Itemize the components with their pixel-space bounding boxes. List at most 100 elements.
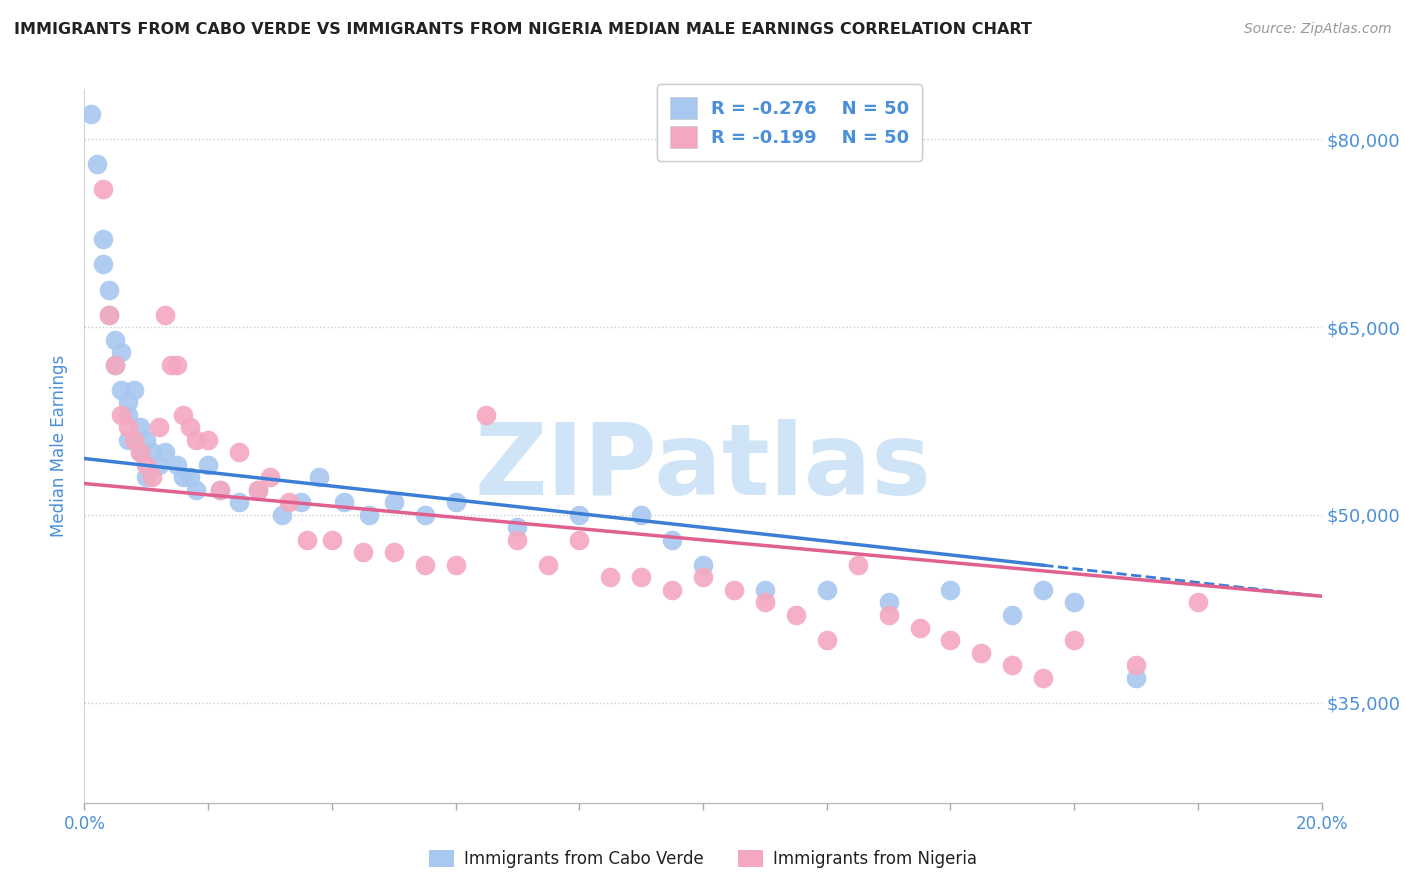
Point xyxy=(110,345,132,359)
Point xyxy=(1032,582,1054,597)
Point xyxy=(1001,658,1024,673)
Point xyxy=(1001,607,1024,622)
Point xyxy=(228,495,250,509)
Point xyxy=(333,495,356,509)
Point xyxy=(160,358,183,372)
Point xyxy=(166,358,188,372)
Point xyxy=(295,533,318,547)
Point xyxy=(413,558,436,572)
Point xyxy=(877,595,900,609)
Point xyxy=(357,508,380,522)
Point xyxy=(506,520,529,534)
Point xyxy=(246,483,269,497)
Point xyxy=(568,533,591,547)
Point xyxy=(475,408,498,422)
Point xyxy=(1032,671,1054,685)
Point xyxy=(939,633,962,648)
Point xyxy=(122,433,145,447)
Point xyxy=(148,458,170,472)
Point xyxy=(197,433,219,447)
Point xyxy=(382,495,405,509)
Point xyxy=(754,582,776,597)
Point xyxy=(661,533,683,547)
Point xyxy=(939,582,962,597)
Point xyxy=(91,182,114,196)
Point xyxy=(209,483,232,497)
Point xyxy=(537,558,560,572)
Point xyxy=(122,383,145,397)
Point xyxy=(141,445,163,459)
Point xyxy=(692,570,714,584)
Text: ZIPatlas: ZIPatlas xyxy=(475,419,931,516)
Point xyxy=(630,570,652,584)
Point xyxy=(104,333,127,347)
Point xyxy=(413,508,436,522)
Y-axis label: Median Male Earnings: Median Male Earnings xyxy=(51,355,69,537)
Point xyxy=(877,607,900,622)
Point xyxy=(277,495,299,509)
Point xyxy=(129,420,152,434)
Point xyxy=(117,408,139,422)
Point xyxy=(148,420,170,434)
Point xyxy=(141,470,163,484)
Point xyxy=(98,308,121,322)
Point xyxy=(179,470,201,484)
Point xyxy=(506,533,529,547)
Point xyxy=(444,558,467,572)
Point xyxy=(815,633,838,648)
Point xyxy=(135,458,157,472)
Point xyxy=(308,470,330,484)
Point xyxy=(184,433,207,447)
Point xyxy=(692,558,714,572)
Legend: Immigrants from Cabo Verde, Immigrants from Nigeria: Immigrants from Cabo Verde, Immigrants f… xyxy=(423,843,983,875)
Point xyxy=(129,445,152,459)
Point xyxy=(630,508,652,522)
Point xyxy=(321,533,343,547)
Point xyxy=(172,470,194,484)
Point xyxy=(352,545,374,559)
Point xyxy=(444,495,467,509)
Point xyxy=(246,483,269,497)
Legend: R = -0.276    N = 50, R = -0.199    N = 50: R = -0.276 N = 50, R = -0.199 N = 50 xyxy=(657,84,922,161)
Point xyxy=(599,570,621,584)
Point xyxy=(166,458,188,472)
Point xyxy=(382,545,405,559)
Point xyxy=(908,621,931,635)
Point xyxy=(661,582,683,597)
Point xyxy=(135,433,157,447)
Point xyxy=(723,582,745,597)
Point xyxy=(172,408,194,422)
Point xyxy=(153,308,176,322)
Text: Source: ZipAtlas.com: Source: ZipAtlas.com xyxy=(1244,22,1392,37)
Point xyxy=(110,383,132,397)
Point xyxy=(98,283,121,297)
Point xyxy=(271,508,294,522)
Point xyxy=(228,445,250,459)
Point xyxy=(815,582,838,597)
Point xyxy=(135,470,157,484)
Point xyxy=(117,395,139,409)
Point xyxy=(86,157,108,171)
Point xyxy=(1125,658,1147,673)
Point xyxy=(79,107,101,121)
Point xyxy=(209,483,232,497)
Point xyxy=(117,420,139,434)
Point xyxy=(184,483,207,497)
Point xyxy=(129,445,152,459)
Point xyxy=(117,433,139,447)
Point xyxy=(1187,595,1209,609)
Text: IMMIGRANTS FROM CABO VERDE VS IMMIGRANTS FROM NIGERIA MEDIAN MALE EARNINGS CORRE: IMMIGRANTS FROM CABO VERDE VS IMMIGRANTS… xyxy=(14,22,1032,37)
Point xyxy=(91,232,114,246)
Point xyxy=(91,257,114,271)
Point xyxy=(179,420,201,434)
Point xyxy=(568,508,591,522)
Point xyxy=(1063,595,1085,609)
Point xyxy=(197,458,219,472)
Point xyxy=(259,470,281,484)
Point xyxy=(1125,671,1147,685)
Point xyxy=(110,408,132,422)
Point xyxy=(98,308,121,322)
Point xyxy=(290,495,312,509)
Point xyxy=(1063,633,1085,648)
Point xyxy=(970,646,993,660)
